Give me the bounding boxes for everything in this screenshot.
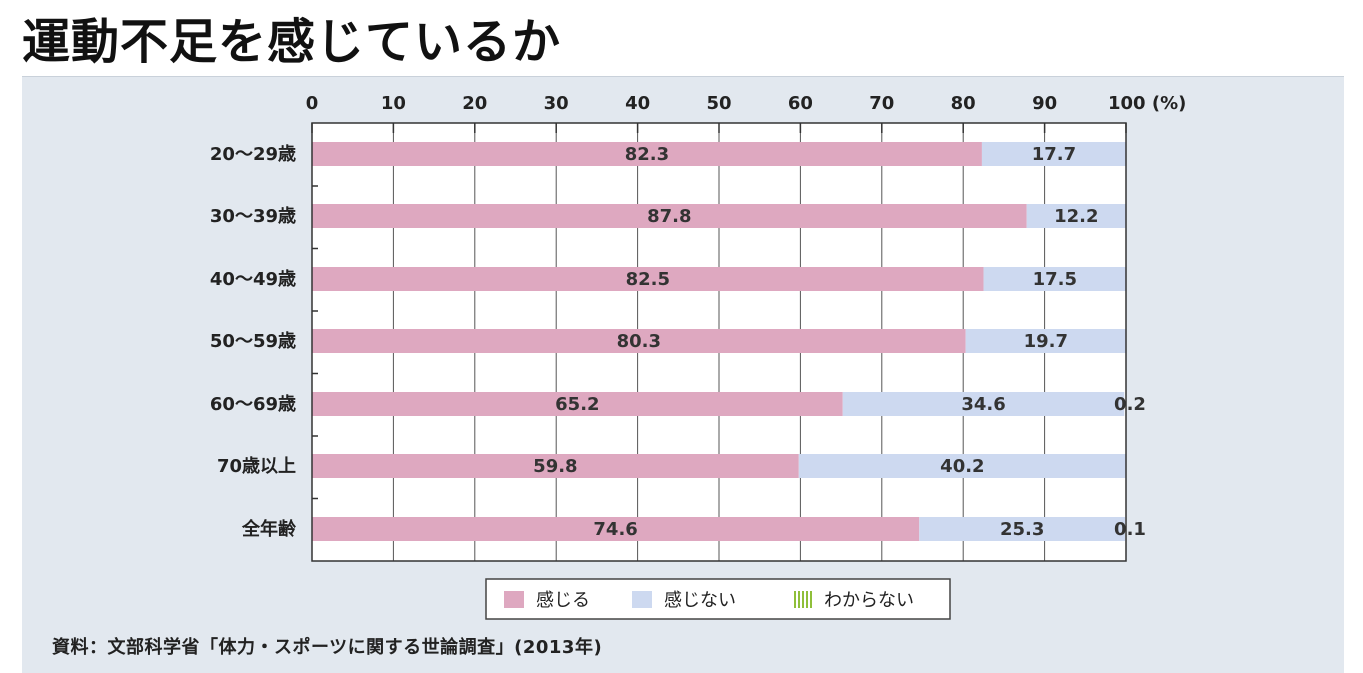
x-tick-label: 20 [462, 93, 487, 114]
category-label: 20～29歳 [210, 144, 296, 165]
legend-swatch [632, 591, 652, 608]
data-label: 17.7 [1032, 144, 1076, 165]
stacked-bar-chart: 0 10 20 30 40 50 60 70 80 90 100 (%) 20～29歳 30～39歳 40… [210, 93, 1186, 620]
data-label: 59.8 [533, 456, 577, 477]
labels-layer: 0 10 20 30 40 50 60 70 80 90 100 (%) 20～29歳 30～39歳 40… [210, 93, 1186, 540]
bar-disagree [965, 329, 1126, 353]
bar-agree [312, 454, 799, 478]
x-tick-label: 10 [381, 93, 406, 114]
category-label: 40～49歳 [210, 269, 296, 290]
legend-label: 感じない [664, 590, 736, 611]
data-label: 82.5 [626, 269, 670, 290]
data-label: 82.3 [625, 144, 669, 165]
bar-agree [312, 267, 984, 291]
bar-disagree [842, 392, 1125, 416]
data-label: 17.5 [1033, 269, 1077, 290]
x-tick-label: 70 [869, 93, 894, 114]
bar-disagree [919, 517, 1126, 541]
data-label: 25.3 [1000, 519, 1044, 540]
data-label: 19.7 [1024, 331, 1068, 352]
bar-disagree [983, 267, 1126, 291]
bars-layer [312, 142, 1127, 541]
bar-agree [312, 517, 920, 541]
bar-disagree [1026, 204, 1126, 228]
x-tick-label: 30 [544, 93, 569, 114]
category-label: 60～69歳 [210, 394, 296, 415]
data-label: 12.2 [1054, 206, 1098, 227]
category-label: 全年齢 [241, 518, 297, 540]
data-label: 34.6 [961, 394, 1005, 415]
legend-label: わからない [824, 590, 914, 611]
source-note: 資料：文部科学省「体力・スポーツに関する世論調査」(2013年) [52, 637, 603, 658]
legend-box [485, 578, 951, 620]
data-label: 74.6 [593, 519, 637, 540]
bar-agree [312, 204, 1027, 228]
data-label: 80.3 [617, 331, 661, 352]
x-tick-label: 40 [625, 93, 650, 114]
legend: 感じる 感じない わからない [485, 578, 951, 620]
legend-label: 感じる [536, 590, 590, 611]
x-tick-label: 90 [1032, 93, 1057, 114]
x-tick-label: 100 (%) [1108, 93, 1186, 114]
data-label: 0.2 [1114, 394, 1146, 415]
bar-unknown [1124, 392, 1126, 416]
data-label: 40.2 [940, 456, 984, 477]
data-label: 0.1 [1114, 519, 1146, 540]
x-tick-label: 60 [788, 93, 813, 114]
category-label: 30～39歳 [210, 206, 296, 227]
bar-agree [312, 142, 982, 166]
category-label: 70歳以上 [217, 456, 296, 477]
page-title: 運動不足を感じているか [22, 14, 562, 70]
category-label: 50～59歳 [210, 331, 296, 352]
bar-agree [312, 392, 843, 416]
chart-panel: 0 10 20 30 40 50 60 70 80 90 100 (%) 20～29歳 30～39歳 40… [22, 76, 1344, 673]
legend-swatch [504, 591, 524, 608]
legend-swatch [792, 591, 812, 608]
data-label: 65.2 [555, 394, 599, 415]
x-tick-label: 80 [951, 93, 976, 114]
bar-disagree [798, 454, 1126, 478]
data-label: 87.8 [647, 206, 691, 227]
x-tick-label: 50 [706, 93, 731, 114]
x-tick-label: 0 [306, 93, 319, 114]
axis-layer [311, 122, 1127, 562]
bar-disagree [981, 142, 1126, 166]
bar-agree [312, 329, 966, 353]
